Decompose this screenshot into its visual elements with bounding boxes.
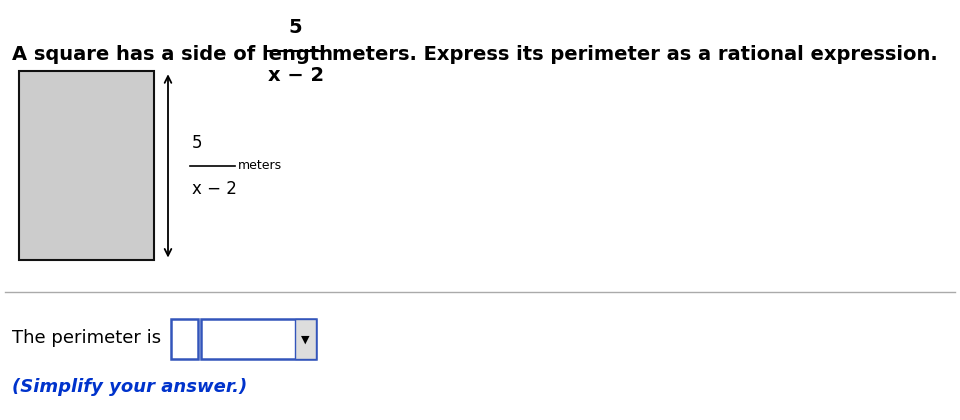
Text: 5: 5 xyxy=(192,134,203,152)
Text: meters: meters xyxy=(238,160,282,172)
Text: 5: 5 xyxy=(289,18,302,37)
Text: ▼: ▼ xyxy=(301,334,309,344)
Text: x − 2: x − 2 xyxy=(268,66,324,85)
Text: x − 2: x − 2 xyxy=(192,180,237,198)
Text: meters. Express its perimeter as a rational expression.: meters. Express its perimeter as a ratio… xyxy=(332,45,938,64)
Text: The perimeter is: The perimeter is xyxy=(12,329,161,347)
Text: (Simplify your answer.): (Simplify your answer.) xyxy=(12,378,248,396)
Text: A square has a side of length: A square has a side of length xyxy=(12,45,333,64)
